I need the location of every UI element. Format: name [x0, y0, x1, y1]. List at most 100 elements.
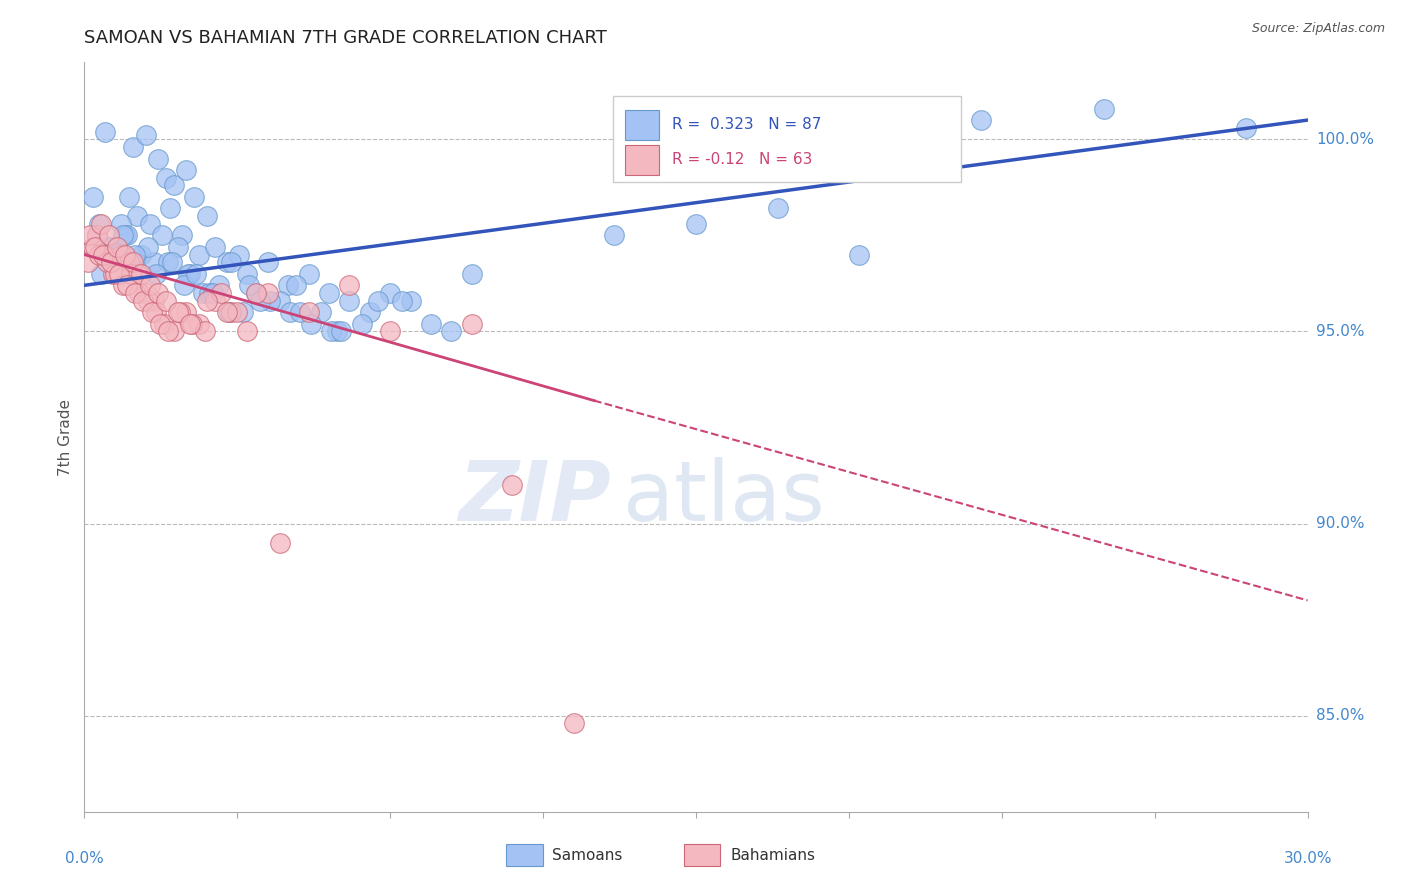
Point [440, 325, 463, 339]
Point [112, 278, 135, 293]
Point [159, 202, 181, 216]
Point [156, 325, 179, 339]
FancyBboxPatch shape [613, 96, 962, 182]
Point [181, 317, 204, 331]
Point [217, 305, 239, 319]
Point [226, 305, 249, 319]
Point [115, 228, 138, 243]
Point [236, 267, 259, 281]
Point [145, 267, 167, 281]
Point [86, 228, 108, 243]
Point [219, 255, 242, 269]
Point [603, 228, 626, 243]
Point [146, 152, 169, 166]
Point [122, 255, 145, 269]
Point [259, 293, 281, 308]
Point [77, 255, 100, 269]
Point [218, 305, 240, 319]
Point [112, 228, 135, 243]
Point [174, 305, 197, 319]
Point [187, 247, 209, 261]
Point [124, 285, 146, 300]
Point [96, 255, 118, 269]
Point [136, 240, 159, 254]
Point [232, 305, 254, 319]
Point [201, 285, 224, 300]
Point [169, 305, 191, 319]
Point [156, 255, 179, 269]
Point [124, 247, 146, 261]
Point [257, 285, 280, 300]
Text: 95.0%: 95.0% [1316, 324, 1364, 339]
Point [90, 217, 112, 231]
Point [91, 247, 114, 261]
Point [461, 267, 484, 281]
Text: Bahamians: Bahamians [730, 847, 815, 863]
Bar [626, 145, 659, 175]
Point [146, 285, 169, 300]
Point [359, 305, 381, 319]
Point [82, 190, 104, 204]
Point [101, 267, 124, 281]
Point [100, 240, 122, 254]
Point [330, 325, 353, 339]
Point [339, 293, 361, 308]
Point [142, 255, 165, 269]
Point [120, 267, 142, 281]
Point [118, 255, 141, 269]
Point [367, 293, 389, 308]
Point [155, 293, 177, 308]
Point [219, 305, 242, 319]
Text: ZIP: ZIP [458, 457, 610, 538]
Point [90, 267, 112, 281]
Point [163, 325, 186, 339]
Bar [626, 110, 659, 140]
Point [285, 278, 308, 293]
Point [245, 285, 267, 300]
Point [127, 267, 149, 281]
Point [138, 217, 160, 231]
Point [105, 240, 128, 254]
Point [87, 247, 110, 261]
Point [562, 716, 585, 731]
Point [238, 278, 260, 293]
Point [122, 140, 145, 154]
Point [326, 325, 349, 339]
Point [82, 240, 104, 254]
Text: 90.0%: 90.0% [1316, 516, 1364, 531]
Point [173, 278, 195, 293]
Point [194, 325, 217, 339]
Point [141, 305, 163, 319]
Point [167, 240, 190, 254]
Point [298, 305, 321, 319]
Point [191, 285, 214, 300]
Point [100, 255, 122, 269]
Point [197, 285, 219, 300]
Point [187, 317, 209, 331]
Point [177, 267, 200, 281]
Text: R = -0.12   N = 63: R = -0.12 N = 63 [672, 153, 811, 168]
Point [766, 202, 789, 216]
Y-axis label: 7th Grade: 7th Grade [58, 399, 73, 475]
Point [132, 293, 155, 308]
Point [127, 209, 149, 223]
Point [135, 285, 157, 300]
Point [380, 325, 402, 339]
Text: Samoans: Samoans [551, 847, 621, 863]
Point [848, 247, 870, 261]
Point [97, 240, 120, 254]
Point [155, 170, 177, 185]
Point [309, 305, 332, 319]
Point [204, 240, 226, 254]
Point [502, 478, 524, 492]
Point [160, 255, 183, 269]
Point [110, 217, 132, 231]
Point [183, 190, 205, 204]
Point [269, 293, 291, 308]
Point [138, 278, 160, 293]
Point [319, 325, 342, 339]
Point [150, 228, 173, 243]
Text: 100.0%: 100.0% [1316, 132, 1374, 147]
Point [245, 285, 267, 300]
Bar [683, 844, 720, 866]
